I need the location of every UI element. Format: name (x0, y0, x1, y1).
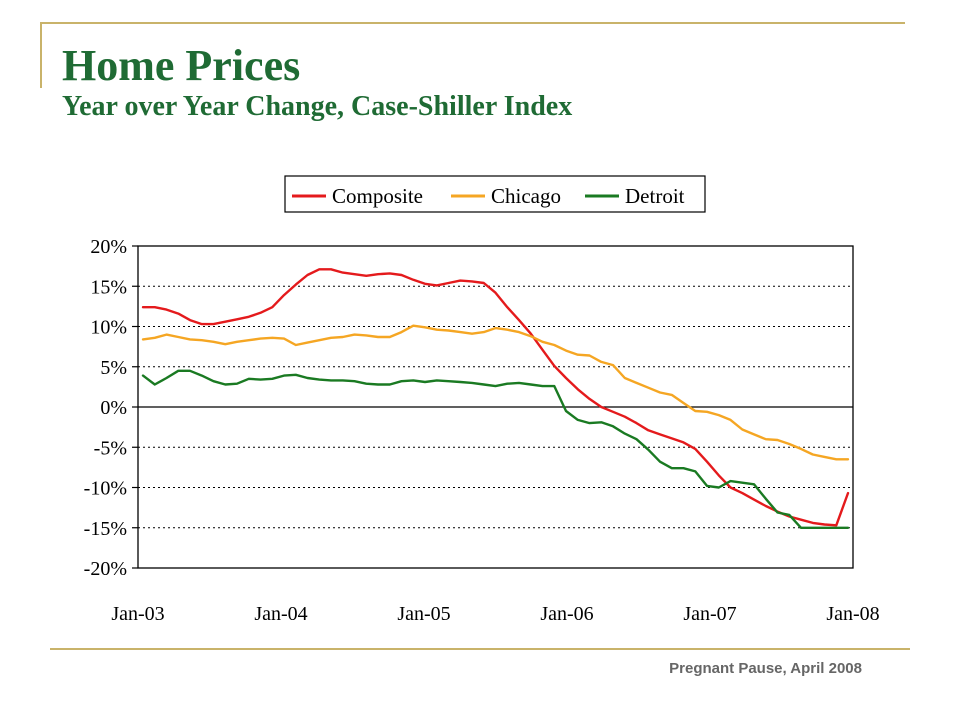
y-tick-label: -5% (94, 437, 127, 459)
x-tick-label: Jan-07 (683, 603, 736, 625)
x-tick-label: Jan-05 (397, 603, 450, 625)
title-block: Home Prices Year over Year Change, Case-… (62, 42, 572, 124)
series-line-detroit (141, 369, 850, 529)
legend-box (284, 175, 706, 213)
slide-footer: Pregnant Pause, April 2008 (669, 660, 862, 677)
legend-label-detroit: Detroit (625, 184, 685, 208)
slide-subtitle: Year over Year Change, Case-Shiller Inde… (62, 91, 573, 122)
series-line-composite (141, 268, 850, 527)
y-tick-label: -15% (84, 518, 127, 540)
x-axis-ticks: Jan-03 Jan-04 Jan-05 Jan-06 Jan-07 Jan-08 (111, 603, 879, 625)
x-tick-label: Jan-04 (254, 603, 307, 625)
chart-series (141, 268, 850, 529)
y-tick-label: 15% (90, 276, 127, 298)
chart-legend: Composite Chicago Detroit (284, 175, 706, 213)
chart-grid (138, 285, 853, 529)
bottom-accent-rule (50, 648, 910, 650)
x-tick-label: Jan-06 (540, 603, 593, 625)
legend-label-composite: Composite (332, 184, 423, 208)
top-accent-rule (40, 22, 905, 24)
series-line-chicago (141, 324, 850, 461)
y-tick-label: 20% (90, 236, 127, 258)
x-tick-label: Jan-08 (826, 603, 879, 625)
y-tick-label: 5% (100, 357, 127, 379)
left-accent-rule (40, 22, 42, 88)
y-tick-label: 10% (90, 317, 127, 339)
y-tick-label: -10% (84, 478, 127, 500)
y-tick-label: -20% (84, 558, 127, 580)
slide-title: Home Prices (62, 41, 301, 90)
y-axis-ticks: 20% 15% 10% 5% 0% -5% -10% -15% -20% (84, 236, 138, 580)
legend-label-chicago: Chicago (491, 184, 561, 208)
y-tick-label: 0% (100, 397, 127, 419)
x-tick-label: Jan-03 (111, 603, 164, 625)
